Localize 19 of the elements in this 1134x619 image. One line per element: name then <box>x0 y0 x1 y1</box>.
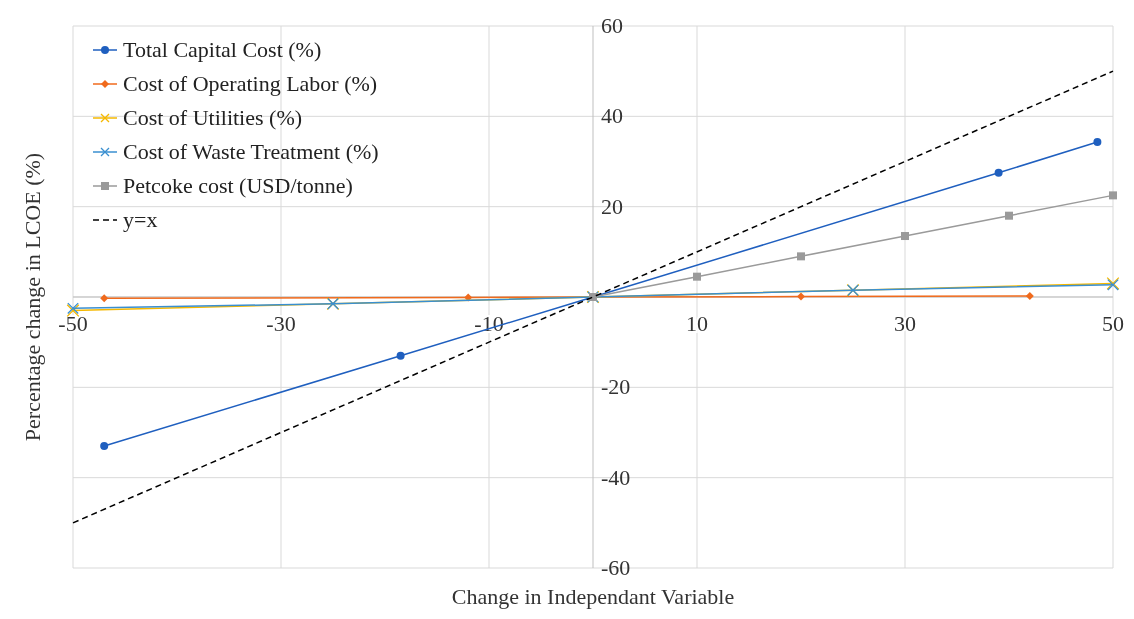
y-axis-title: Percentage change in LCOE (%) <box>20 152 45 442</box>
y-tick-label: -60 <box>601 555 631 580</box>
y-tick-label: 40 <box>601 103 623 129</box>
x-tick-label: 50 <box>1102 311 1124 336</box>
legend-label: Cost of Operating Labor (%) <box>123 71 378 96</box>
legend-label: Cost of Waste Treatment (%) <box>123 139 379 164</box>
legend-label: Petcoke cost (USD/tonne) <box>123 173 353 198</box>
x-tick-label: 30 <box>894 311 916 336</box>
x-tick-label: -50 <box>58 311 88 336</box>
legend-label: y=x <box>123 207 158 232</box>
legend-label: Total Capital Cost (%) <box>123 37 322 62</box>
y-tick-label: -40 <box>601 464 631 490</box>
x-axis-title: Change in Independant Variable <box>451 584 735 609</box>
x-tick-label: 10 <box>686 311 708 336</box>
y-tick-label: 60 <box>601 13 623 38</box>
x-tick-label: -30 <box>266 311 296 336</box>
y-tick-label: 20 <box>601 193 623 219</box>
y-tick-label: -20 <box>601 374 631 400</box>
legend-label: Cost of Utilities (%) <box>123 105 303 130</box>
